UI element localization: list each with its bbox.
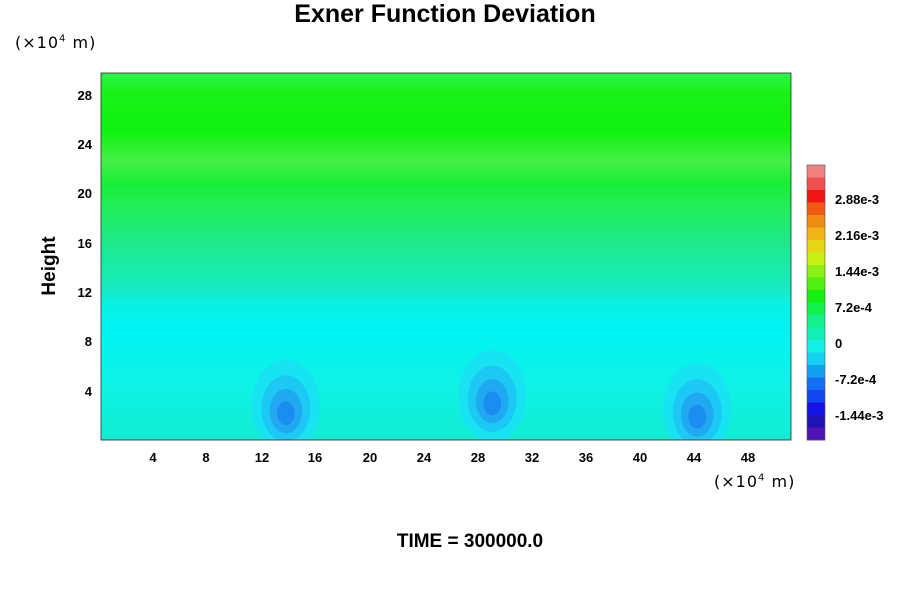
colorbar-swatch: [807, 402, 825, 416]
colorbar-swatch: [807, 327, 825, 341]
x-tick-label: 36: [578, 450, 594, 465]
y-tick-label: 24: [77, 137, 92, 152]
colorbar-swatch: [807, 365, 825, 378]
colorbar-swatch: [807, 265, 825, 278]
colorbar-swatch: [807, 240, 825, 253]
x-tick-label: 40: [632, 450, 648, 465]
colorbar-tick-label: -1.44e-3: [835, 408, 884, 423]
y-tick-label: 20: [77, 186, 92, 201]
colorbar-swatch: [807, 315, 825, 328]
time-label: TIME = 300000.0: [396, 531, 544, 552]
x-tick-label: 16: [307, 450, 323, 465]
colorbar-swatch: [807, 227, 825, 241]
y-tick-label: 8: [84, 334, 92, 349]
y-tick-label: 12: [77, 285, 92, 300]
y-axis-unit-label: (×104 m): [15, 33, 97, 52]
x-tick-label: 24: [416, 450, 432, 465]
colorbar-swatch: [807, 427, 825, 441]
minimum-cell: [663, 363, 732, 440]
y-tick-label: 28: [77, 88, 92, 103]
colorbar-swatch: [807, 390, 825, 403]
colorbar-frame: [806, 164, 826, 441]
colorbar-tick-label: 2.16e-3: [835, 228, 880, 243]
colorbar-swatch: [807, 302, 825, 316]
colorbar-tick-label: 7.2e-4: [835, 300, 872, 315]
x-tick-label: 8: [202, 450, 210, 465]
x-tick-label: 32: [524, 450, 540, 465]
minimum-cell: [251, 359, 320, 440]
colorbar-swatch: [807, 252, 825, 266]
colorbar-swatch: [807, 290, 825, 303]
x-tick-label: 48: [740, 450, 756, 465]
colorbar: [806, 164, 826, 441]
contour-ring: [483, 391, 502, 416]
colorbar-swatch: [807, 190, 825, 203]
x-tick-label: 44: [686, 450, 702, 465]
colorbar-tick-label: 2.88e-3: [835, 192, 880, 207]
colorbar-swatch: [807, 377, 825, 391]
colorbar-swatch: [807, 415, 825, 428]
y-tick-label: 16: [77, 236, 92, 251]
colorbar-tick-label: -7.2e-4: [835, 372, 877, 387]
x-tick-label: 28: [470, 450, 486, 465]
colorbar-swatch: [807, 177, 825, 191]
x-tick-label: 12: [254, 450, 270, 465]
colorbar-swatch: [807, 340, 825, 353]
pressure-minima: [251, 349, 732, 440]
x-tick-label: 4: [149, 450, 157, 465]
colorbar-tick-label: 0: [835, 336, 843, 351]
colorbar-tick-label: 1.44e-3: [835, 264, 880, 279]
colorbar-swatch: [807, 165, 825, 178]
minimum-cell: [458, 349, 527, 440]
chart-title: Exner Function Deviation: [294, 0, 596, 28]
colorbar-swatch: [807, 277, 825, 291]
contour-ring: [277, 401, 295, 426]
x-axis-unit-label: (×104 m): [714, 472, 796, 491]
contour-ring: [688, 404, 707, 429]
x-tick-label: 20: [362, 450, 378, 465]
colorbar-swatch: [807, 352, 825, 366]
colorbar-swatch: [807, 202, 825, 216]
colorbar-swatch: [807, 215, 825, 228]
plot-frame: [100, 72, 792, 441]
y-tick-label: 4: [84, 384, 92, 399]
